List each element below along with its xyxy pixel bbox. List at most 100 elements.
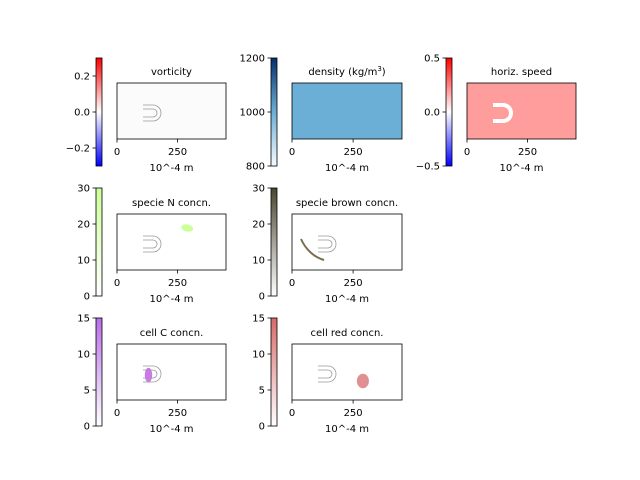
panel-title: cell red concn. [311,328,384,339]
panel-6: 0 250 10^-4 m cell red concn. 15 10 5 0 [252,314,403,435]
plot-area [292,83,402,139]
colorbar-tick-label: 0 [259,422,265,433]
obstacle-shape [143,235,162,253]
obstacle-shape-inner [143,108,158,118]
panel-title: specie brown concn. [296,198,398,209]
colorbar-frame [270,187,278,297]
colorbar-tick-label: 15 [77,314,90,325]
plot-area [117,214,226,270]
panel-0: 0 250 10^-4 m vorticity 0.2 0.0 −0.2 [66,57,227,174]
field-layer [143,365,162,383]
x-tick-label: 250 [344,278,363,289]
x-tick-label: 0 [464,147,470,158]
x-tick-label: 0 [289,408,295,419]
panel-3: 0 250 10^-4 m specie N concn. 30 20 10 0 [77,184,227,305]
field-layer [143,104,162,122]
axes-frame [291,343,403,401]
x-axis-label: 10^-4 m [325,294,369,305]
colorbar-tick-label: 5 [84,386,90,397]
field-layer [300,235,337,261]
panel-4: 0 250 10^-4 m specie brown concn. 30 20 10 0 [252,184,403,305]
x-axis-label: 10^-4 m [150,294,194,305]
panel-title: cell C concn. [140,328,204,339]
colorbar-tick-label: 0.0 [74,108,90,119]
colorbar [271,318,277,426]
colorbar-tick-label: 1000 [240,108,265,119]
panel-title: vorticity [151,67,192,78]
colorbar-tick-label: 10 [252,350,265,361]
colorbar-tick-label: 5 [259,386,265,397]
colorbar-tick-label: 1200 [240,54,265,65]
colorbar-tick-label: 0 [84,292,90,303]
plot-area [467,83,576,139]
x-tick-label: 0 [289,278,295,289]
obstacle-shape-inner [318,369,333,379]
axes-frame [466,82,577,140]
colorbar-tick-label: 15 [252,314,265,325]
colorbar-tick-label: 10 [252,256,265,267]
panel-title: density (kg/m3) [308,65,385,78]
x-tick-label: 250 [344,147,363,158]
colorbar [271,58,277,166]
colorbar-tick-label: 20 [77,220,90,231]
plot-area [292,344,402,400]
colorbar [96,318,102,426]
colorbar-tick-label: 20 [252,220,265,231]
panel-title: specie N concn. [132,198,211,209]
colorbar-tick-label: 0.2 [74,72,90,83]
x-axis-label: 10^-4 m [150,163,194,174]
field-layer [493,103,513,123]
colorbar-tick-label: 800 [246,162,265,173]
panel-1: 0 250 10^-4 m density (kg/m3) 1200 1000 800 [240,54,403,174]
axes-frame [116,343,227,401]
x-tick-label: 250 [518,147,537,158]
panel-2: 0 250 10^-4 m horiz. speed 0.5 0.0 −0.5 [416,54,577,174]
plot-area [117,83,226,139]
x-tick-label: 250 [168,278,187,289]
concentration-blob [144,367,153,383]
x-axis-label: 10^-4 m [500,163,544,174]
x-tick-label: 0 [114,278,120,289]
colorbar-frame [95,187,103,297]
colorbar [446,58,452,166]
colorbar [271,188,277,296]
obstacle-shape [143,104,162,122]
panel-5: 0 250 10^-4 m cell C concn. 15 10 5 0 [77,314,227,435]
x-tick-label: 0 [114,147,120,158]
colorbar-frame [270,317,278,427]
axes-frame [116,213,227,271]
x-axis-label: 10^-4 m [325,163,369,174]
x-tick-label: 250 [344,408,363,419]
axes-frame [116,82,227,140]
colorbar-tick-label: 0.5 [424,54,440,65]
x-tick-label: 0 [114,408,120,419]
concentration-streak [300,238,325,261]
obstacle-shape-inner [143,239,158,249]
x-tick-label: 0 [289,147,295,158]
x-axis-label: 10^-4 m [150,424,194,435]
colorbar [96,188,102,296]
colorbar [96,58,102,166]
x-tick-label: 250 [168,408,187,419]
obstacle-shape-inner [318,239,333,249]
colorbar-tick-label: 10 [77,350,90,361]
plot-area [292,214,402,270]
axes-frame [291,82,403,140]
obstacle-shape [318,365,337,383]
obstacle-shape-inner [143,369,158,379]
obstacle-shape [143,365,162,383]
colorbar-tick-label: 0 [84,422,90,433]
x-tick-label: 250 [168,147,187,158]
colorbar-tick-label: 0.0 [424,108,440,119]
concentration-blob [356,373,369,389]
obstacle-shape [493,103,513,123]
obstacle-shape [318,235,337,253]
colorbar-tick-label: 30 [77,184,90,195]
colorbar-tick-label: −0.2 [66,144,90,155]
field-layer [318,365,369,389]
colorbar-frame [95,317,103,427]
plot-area [117,344,226,400]
colorbar-tick-label: 30 [252,184,265,195]
panel-title: horiz. speed [491,67,552,78]
